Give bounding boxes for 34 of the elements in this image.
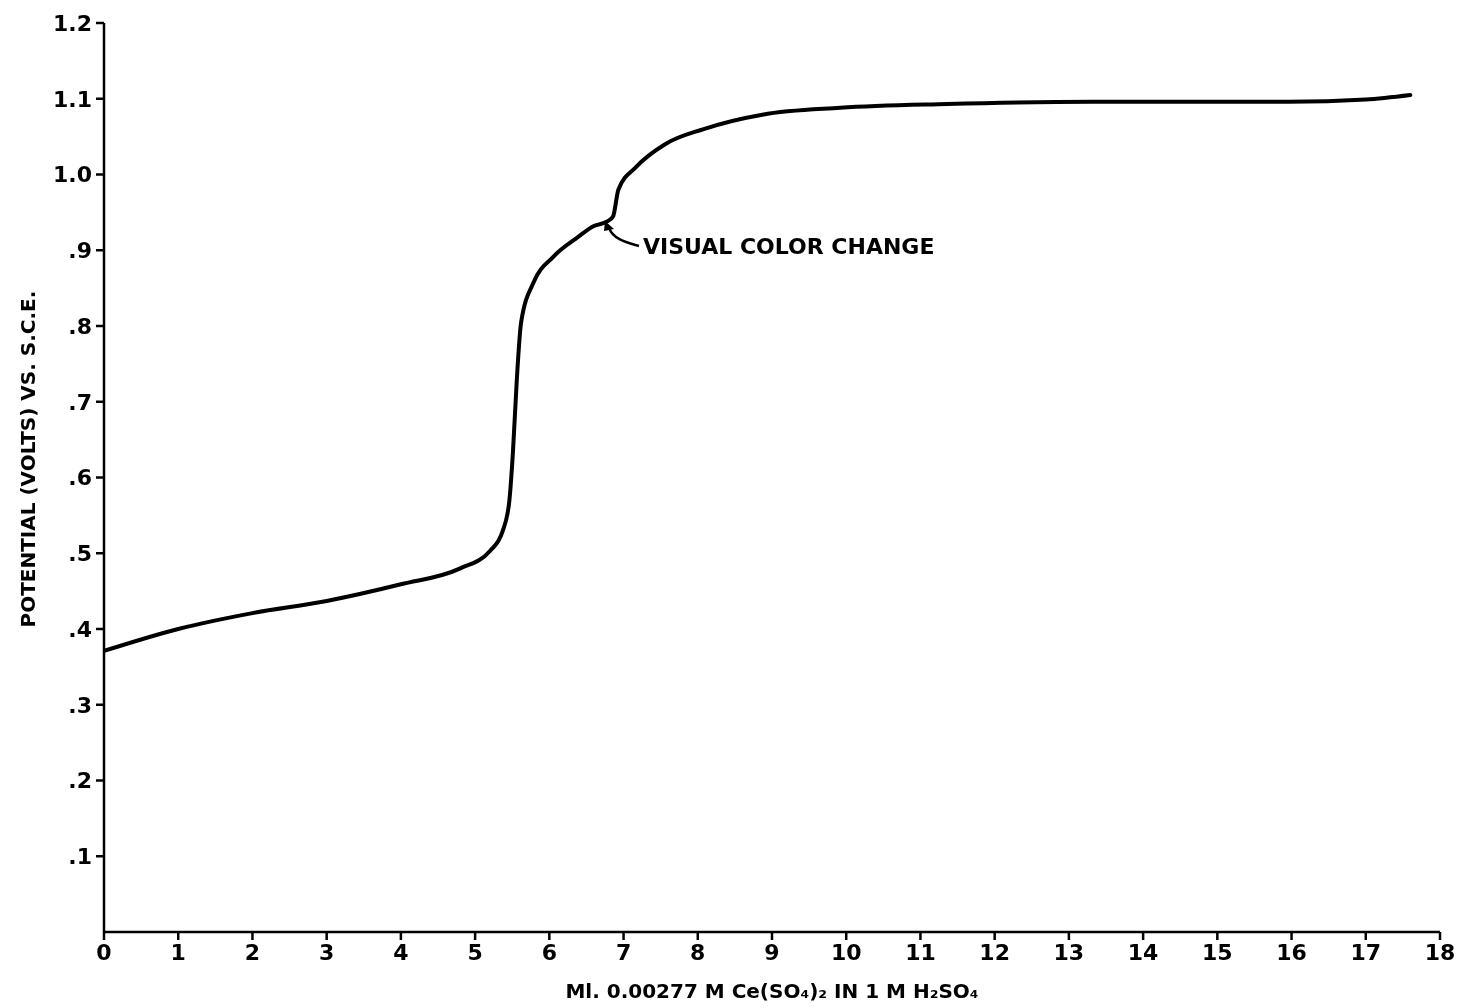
y-tick-label: .5 (68, 541, 92, 567)
y-tick-label: .4 (68, 616, 92, 642)
x-tick-label: 6 (541, 939, 557, 965)
x-tick-label: 18 (1424, 939, 1456, 965)
x-tick-label: 16 (1276, 939, 1307, 965)
x-tick-label: 2 (244, 939, 261, 965)
y-tick-label: 1.0 (53, 162, 92, 188)
x-tick-label: 17 (1350, 939, 1382, 965)
x-tick-label: 14 (1127, 939, 1159, 965)
y-tick-label: .9 (68, 238, 92, 264)
x-tick-label: 5 (467, 939, 483, 965)
y-axis-title: POTENTIAL (VOLTS) VS. S.C.E. (16, 290, 41, 628)
x-tick-label: 12 (979, 939, 1010, 965)
y-tick-label: .1 (68, 844, 92, 870)
y-tick-label: .3 (68, 692, 92, 718)
y-tick-label: .6 (68, 465, 92, 491)
y-tick-label: .7 (68, 389, 92, 415)
x-tick-label: 10 (830, 939, 862, 965)
annotation: VISUAL COLOR CHANGE (643, 233, 935, 259)
x-axis-title: Ml. 0.00277 M Ce(SO₄)₂ IN 1 M H₂SO₄ (565, 979, 979, 1003)
x-tick-label: 4 (393, 939, 409, 965)
x-tick-label: 7 (615, 939, 632, 965)
x-tick-label: 11 (905, 939, 936, 965)
y-tick-label: .2 (68, 768, 92, 794)
y-tick-label: 1.2 (53, 10, 92, 36)
x-tick-label: 8 (690, 939, 706, 965)
x-tick-label: 3 (319, 939, 335, 965)
x-tick-label: 9 (764, 939, 780, 965)
y-tick-label: 1.1 (53, 86, 92, 112)
y-tick-label: .8 (68, 313, 92, 339)
x-tick-label: 15 (1202, 939, 1233, 965)
x-tick-label: 1 (170, 939, 186, 965)
x-tick-label: 0 (96, 939, 112, 965)
x-tick-label: 13 (1053, 939, 1085, 965)
